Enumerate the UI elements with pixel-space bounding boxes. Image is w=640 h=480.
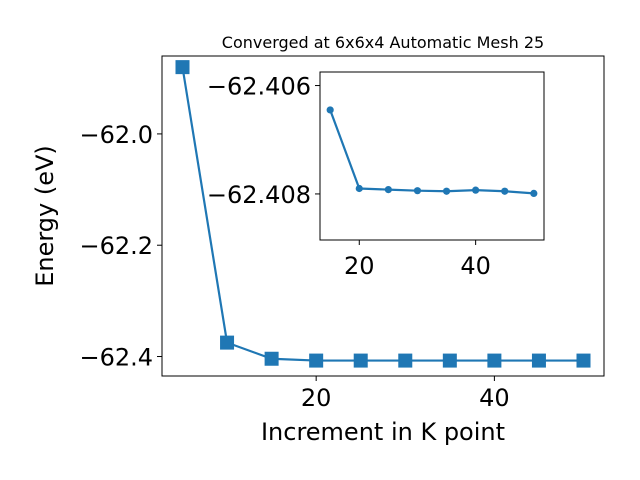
main-y-tick-label: −62.2 (79, 232, 153, 260)
main-y-ticks: −62.0 −62.2 −62.4 (79, 121, 162, 372)
inset-x-tick-label: 40 (460, 252, 491, 280)
inset-y-tick-label: −62.408 (207, 181, 311, 209)
inset-series-line (329, 109, 534, 195)
main-data-point (442, 353, 457, 368)
inset-x-ticks: 20 40 (344, 240, 491, 280)
inset-plot-area: 20 40 −62.408−62.406 (207, 71, 545, 280)
inset-data-point (326, 106, 334, 114)
x-axis-label: Increment in K point (261, 418, 505, 446)
main-series-line (181, 66, 584, 362)
y-axis-label: Energy (eV) (31, 145, 59, 287)
inset-data-point (472, 186, 480, 194)
inset-data-point (442, 187, 451, 195)
main-data-point (264, 351, 279, 366)
main-data-point (309, 353, 324, 368)
inset-plot-frame (319, 71, 545, 241)
main-data-point (398, 353, 413, 368)
inset-data-point (384, 186, 392, 194)
main-y-tick-label: −62.4 (79, 344, 153, 372)
chart-title: Converged at 6x6x4 Automatic Mesh 25 (222, 33, 544, 52)
main-data-point (531, 353, 546, 368)
inset-series-markers (326, 106, 538, 197)
main-data-point (220, 335, 235, 350)
main-data-point (576, 353, 591, 368)
inset-y-tick-label: −62.406 (207, 73, 311, 101)
main-data-point (353, 353, 368, 368)
main-data-point (175, 60, 190, 75)
inset-y-ticks: −62.408 −62.406 (207, 73, 320, 209)
main-plot-area: 20 40 −62.0−62.2−62.4 (79, 55, 605, 412)
main-y-tick-label: −62.0 (79, 121, 153, 149)
main-x-tick-label: 40 (479, 384, 510, 412)
inset-data-point (413, 187, 422, 195)
main-data-point (487, 353, 502, 368)
inset-x-tick-label: 20 (344, 252, 375, 280)
inset-data-point (530, 189, 538, 197)
main-x-ticks: 20 40 (301, 376, 510, 412)
main-plot-frame (161, 55, 605, 377)
inset-data-point (355, 184, 363, 193)
inset-data-point (501, 187, 509, 195)
main-series-markers (175, 60, 591, 368)
main-x-tick-label: 20 (301, 384, 332, 412)
